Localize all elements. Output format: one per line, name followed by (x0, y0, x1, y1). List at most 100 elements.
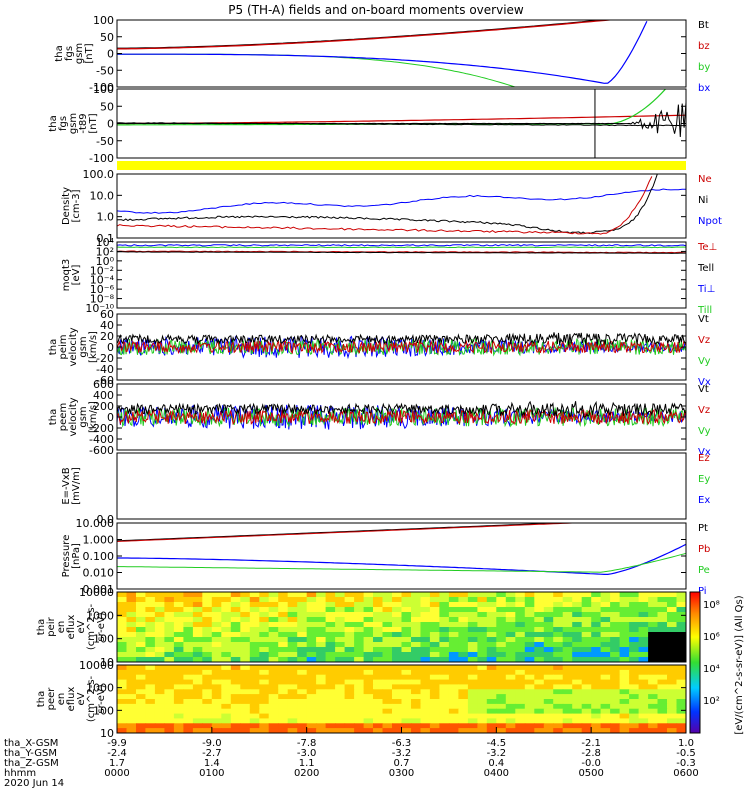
heatmap-cell (648, 622, 659, 628)
heatmap-cell (230, 703, 241, 710)
heatmap-cell (591, 718, 602, 724)
heatmap-cell (145, 637, 156, 643)
heatmap-cell (439, 657, 450, 662)
heatmap-cell (306, 592, 317, 598)
heatmap-cell (325, 602, 336, 608)
bz-trace (117, 20, 615, 50)
heatmap-cell (467, 642, 478, 648)
heatmap-cell (420, 657, 431, 662)
heatmap-cell (316, 689, 327, 695)
heatmap-cell (591, 723, 602, 729)
heatmap-cell (420, 689, 431, 695)
pb-trace (117, 523, 585, 542)
heatmap-cell (240, 708, 251, 715)
heatmap-cell (562, 694, 573, 700)
heatmap-cell (648, 617, 659, 623)
heatmap-cell (145, 684, 156, 690)
heatmap-cell (202, 703, 213, 710)
heatmap-cell (657, 723, 668, 729)
heatmap-cell (458, 602, 469, 608)
heatmap-cell (287, 592, 298, 598)
heatmap-cell (667, 708, 678, 715)
heatmap-cell (667, 703, 678, 710)
heatmap-cell (572, 674, 583, 681)
heatmap-cell (477, 689, 488, 695)
heatmap-cell (458, 684, 469, 690)
heatmap-cell (221, 718, 232, 724)
heatmap-cell (354, 607, 365, 613)
heatmap-cell (401, 708, 412, 715)
heatmap-cell (610, 708, 621, 715)
heatmap-cell (458, 637, 469, 643)
heatmap-cell (202, 684, 213, 690)
heatmap-cell (154, 689, 165, 695)
heatmap-cell (192, 713, 203, 720)
heatmap-cell (581, 592, 592, 598)
heatmap-cell (316, 718, 327, 724)
heatmap-cell (126, 713, 137, 720)
heatmap-cell (572, 592, 583, 598)
heatmap-cell (581, 703, 592, 710)
heatmap-cell (335, 708, 346, 715)
ylabel-line: sr-eV) (96, 684, 107, 713)
heatmap-cell (344, 617, 355, 623)
heatmap-cell (363, 657, 374, 662)
heatmap-cell (126, 632, 137, 638)
heatmap-cell (610, 665, 621, 671)
heatmap-cell (126, 652, 137, 658)
heatmap-cell (230, 632, 241, 638)
heatmap-cell (562, 699, 573, 705)
heatmap-cell (154, 699, 165, 705)
ylabel-line: tha (48, 409, 59, 425)
heatmap-cell (126, 694, 137, 700)
hhmm-value: 0500 (578, 768, 603, 779)
heatmap-cell (543, 607, 554, 613)
heatmap-cell (486, 652, 497, 658)
heatmap-cell (439, 627, 450, 633)
heatmap-cell (268, 637, 279, 643)
hhmm-value: 0600 (673, 768, 698, 779)
heatmap-cell (173, 607, 184, 613)
heatmap-cell (667, 657, 678, 662)
heatmap-cell (211, 657, 222, 662)
heatmap-cell (600, 652, 611, 658)
heatmap-cell (572, 665, 583, 671)
heatmap-cell (629, 627, 640, 633)
heatmap-cell (392, 699, 403, 705)
heatmap-cell (591, 694, 602, 700)
heatmap-cell (648, 713, 659, 720)
heatmap-cell (145, 679, 156, 686)
heatmap-cell (202, 657, 213, 662)
heatmap-cell (458, 703, 469, 710)
heatmap-cell (600, 708, 611, 715)
heatmap-cell (297, 718, 308, 724)
heatmap-cell (524, 708, 535, 715)
heatmap-cell (524, 597, 535, 603)
panel-7-ylabel: E=-VxB [mV/m] (61, 467, 82, 505)
heatmap-cell (429, 602, 440, 608)
heatmap-cell (515, 617, 526, 623)
heatmap-cell (543, 684, 554, 690)
heatmap-cell (420, 592, 431, 598)
heatmap-cell (211, 627, 222, 633)
heatmap-cell (306, 607, 317, 613)
heatmap-cell (496, 652, 507, 658)
heatmap-cell (448, 637, 459, 643)
heatmap-cell (363, 684, 374, 690)
heatmap-cell (164, 637, 175, 643)
heatmap-cell (230, 657, 241, 662)
heatmap-cell (202, 694, 213, 700)
y-tick-label: 20 (100, 330, 114, 343)
heatmap-cell (354, 713, 365, 720)
heatmap-cell (392, 669, 403, 676)
vz-trace (117, 339, 686, 355)
heatmap-cell (316, 622, 327, 628)
heatmap-cell (268, 694, 279, 700)
heatmap-cell (136, 728, 147, 733)
heatmap-cell (306, 632, 317, 638)
heatmap-cell (268, 627, 279, 633)
heatmap-cell (145, 694, 156, 700)
heatmap-cell (164, 622, 175, 628)
heatmap-cell (515, 647, 526, 653)
panel-10-traces (117, 665, 686, 733)
